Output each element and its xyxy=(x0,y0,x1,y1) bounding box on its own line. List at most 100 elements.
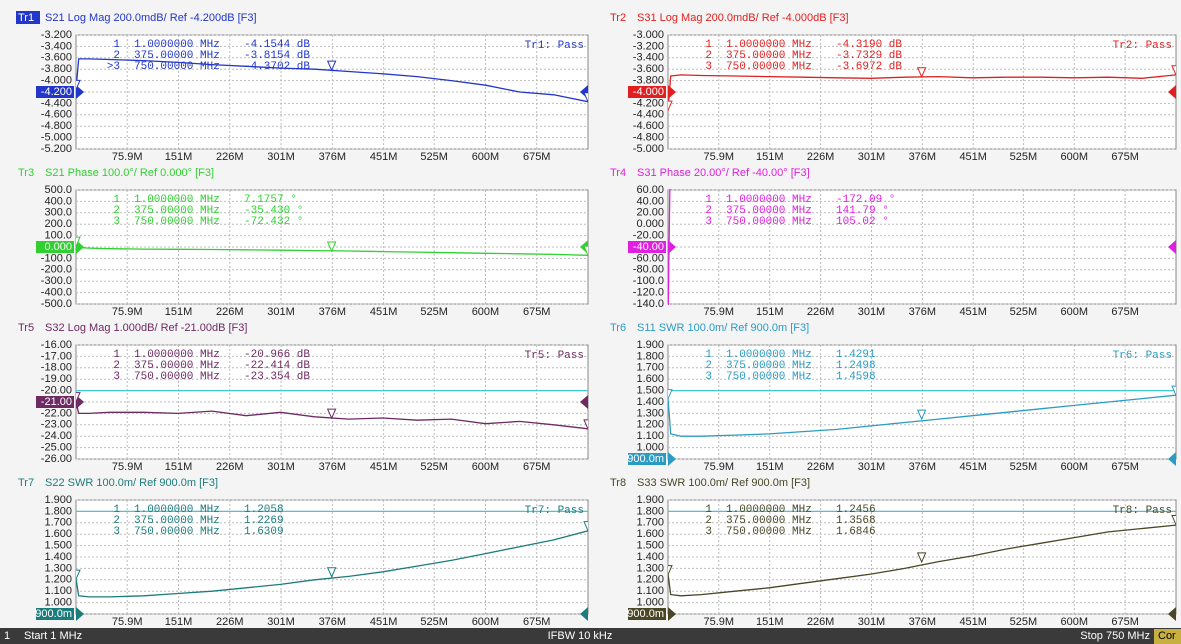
x-tick-label: 525M xyxy=(420,306,448,318)
channel: 1 xyxy=(4,630,10,642)
x-tick-label: 226M xyxy=(216,461,244,473)
y-tick-label: 1.800 xyxy=(44,505,72,517)
y-tick-label: -40.00 xyxy=(633,241,664,253)
trace-label: Tr1 xyxy=(18,12,34,24)
x-tick-label: 75.9M xyxy=(704,616,735,628)
ref-label-bg xyxy=(36,608,74,620)
y-tick-label: -500.0 xyxy=(41,298,72,310)
marker-id: 1 xyxy=(113,39,120,51)
x-tick-label: 451M xyxy=(370,151,398,163)
x-tick-label: 151M xyxy=(165,306,193,318)
x-tick-label: 600M xyxy=(472,151,500,163)
y-tick-label: -200.0 xyxy=(41,264,72,276)
pass-status: Tr2: Pass xyxy=(1113,40,1172,52)
marker-id: 1 xyxy=(705,504,712,516)
trace xyxy=(668,524,1176,597)
marker-freq: 1.0000000 MHz xyxy=(726,194,812,206)
y-tick-label: -140.0 xyxy=(633,298,664,310)
y-tick-label: -100.0 xyxy=(633,275,664,287)
y-tick-label: -4.600 xyxy=(41,109,72,121)
marker-freq: 750.00000 MHz xyxy=(726,216,812,228)
y-tick-label: 1.100 xyxy=(636,585,664,597)
trace-title: S22 SWR 100.0m/ Ref 900.0m [F3] xyxy=(45,477,218,489)
active-trace-box xyxy=(16,11,40,24)
marker-value: 105.02 ° xyxy=(836,216,889,228)
y-tick-label: -24.00 xyxy=(41,430,72,442)
marker-value: -4.3702 dB xyxy=(244,61,310,73)
x-tick-label: 376M xyxy=(319,461,347,473)
y-tick-label: -3.800 xyxy=(633,75,664,87)
y-tick-label: -3.000 xyxy=(633,29,664,41)
x-tick-label: 226M xyxy=(807,151,835,163)
ref-label-bg xyxy=(36,396,74,408)
marker xyxy=(916,552,927,564)
y-tick-label: -100.0 xyxy=(41,252,72,264)
y-tick-label: -5.000 xyxy=(633,143,664,155)
y-tick-label: 1.500 xyxy=(44,540,72,552)
marker xyxy=(916,409,927,421)
marker xyxy=(1171,385,1176,397)
x-tick-label: 600M xyxy=(472,461,500,473)
trace-label: Tr4 xyxy=(610,167,626,179)
y-tick-label: -22.00 xyxy=(41,407,72,419)
ref-label-bg xyxy=(628,241,666,253)
x-tick-label: 451M xyxy=(959,306,987,318)
x-tick-label: 376M xyxy=(909,461,937,473)
y-tick-label: -17.00 xyxy=(41,350,72,362)
y-tick-label: 1.100 xyxy=(44,585,72,597)
marker-value: -3.7329 dB xyxy=(836,50,902,62)
y-tick-label: -3.400 xyxy=(633,52,664,64)
x-tick-label: 675M xyxy=(1111,616,1139,628)
x-tick-label: 451M xyxy=(959,151,987,163)
marker-freq: 375.00000 MHz xyxy=(726,515,812,527)
x-tick-label: 301M xyxy=(858,306,886,318)
x-tick-label: 600M xyxy=(1060,306,1088,318)
marker-value: -3.8154 dB xyxy=(244,50,310,62)
y-tick-label: 1.800 xyxy=(636,505,664,517)
y-tick-label: 1.200 xyxy=(44,574,72,586)
x-tick-label: 226M xyxy=(216,616,244,628)
x-tick-label: 301M xyxy=(267,616,295,628)
x-tick-label: 525M xyxy=(1010,461,1038,473)
marker-id: 1 xyxy=(113,349,120,361)
x-tick-label: 75.9M xyxy=(704,306,735,318)
x-tick-label: 525M xyxy=(1010,151,1038,163)
y-tick-label: 1.100 xyxy=(636,430,664,442)
ref-arrow xyxy=(1168,240,1176,254)
status-bar xyxy=(0,628,1181,644)
y-tick-label: 1.000 xyxy=(636,442,664,454)
ref-arrow xyxy=(76,240,84,254)
markers xyxy=(76,392,588,431)
marker-id: 2 xyxy=(705,515,712,527)
marker xyxy=(326,241,337,253)
marker-id: 3 xyxy=(113,216,120,228)
marker-freq: 750.00000 MHz xyxy=(726,371,812,383)
ref-label-bg xyxy=(36,241,74,253)
trace-label: Tr8 xyxy=(610,477,626,489)
y-tick-label: -3.600 xyxy=(41,52,72,64)
x-tick-label: 151M xyxy=(756,306,784,318)
marker-value: -20.966 dB xyxy=(244,349,310,361)
marker xyxy=(583,521,588,532)
marker-freq: 750.00000 MHz xyxy=(726,61,812,73)
x-tick-label: 226M xyxy=(807,461,835,473)
pass-status: Tr5: Pass xyxy=(525,350,584,362)
y-tick-label: -4.000 xyxy=(41,75,72,87)
x-tick-label: 151M xyxy=(165,616,193,628)
y-tick-label: 1.800 xyxy=(636,350,664,362)
x-tick-label: 600M xyxy=(472,306,500,318)
x-tick-label: 75.9M xyxy=(112,151,143,163)
ref-label-bg xyxy=(628,86,666,98)
y-tick-label: -300.0 xyxy=(41,275,72,287)
y-tick-label: 1.300 xyxy=(44,562,72,574)
marker-id: 1 xyxy=(113,504,120,516)
x-tick-label: 376M xyxy=(909,306,937,318)
marker-id: 1 xyxy=(705,39,712,51)
y-tick-label: 900.0m xyxy=(627,608,664,620)
x-tick-label: 675M xyxy=(523,461,551,473)
y-tick-label: -4.800 xyxy=(41,120,72,132)
marker-value: 1.6846 xyxy=(836,526,876,538)
trace-label: Tr3 xyxy=(18,167,34,179)
marker-id: 2 xyxy=(705,50,712,62)
